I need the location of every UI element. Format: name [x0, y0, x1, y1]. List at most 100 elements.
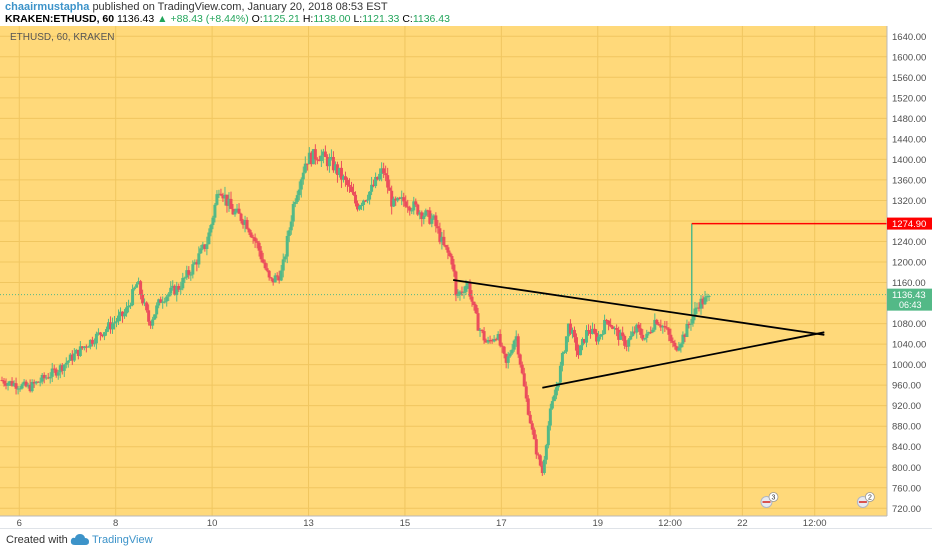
candle-down [609, 324, 613, 327]
candle-up [496, 334, 500, 340]
candle-up [613, 328, 617, 330]
candle-down [498, 334, 502, 346]
candle-down [530, 423, 534, 430]
candle-up [661, 325, 665, 328]
candle-up [478, 329, 482, 331]
candle-up [643, 337, 647, 340]
candle-down [572, 329, 576, 338]
candle-down [28, 384, 32, 392]
candle-down [568, 323, 572, 334]
candle-down [663, 325, 667, 328]
candle-down [518, 354, 522, 365]
candle-up [619, 332, 623, 340]
candle-down [416, 204, 420, 215]
candle-down [516, 336, 520, 355]
candle-down [245, 219, 249, 229]
candle-up [400, 197, 404, 199]
candle-up [175, 286, 179, 295]
candle-down [665, 327, 669, 329]
triangle-upper-trendline [453, 279, 825, 336]
candle-down [98, 332, 102, 335]
candle-up [301, 172, 305, 180]
candle-up [127, 305, 131, 308]
candle-up [157, 299, 161, 306]
candle-down [80, 346, 84, 349]
candle-up [78, 346, 82, 356]
candle-down [639, 328, 643, 335]
candle-down [356, 203, 360, 210]
candle-up [392, 198, 396, 207]
author-link[interactable]: chaairmustapha [5, 1, 90, 13]
ohlc-line: KRAKEN:ETHUSD, 60 1136.43 ▲ +88.43 (+8.4… [5, 13, 450, 25]
event-count-label: 3 [772, 495, 776, 502]
candle-down [36, 381, 40, 383]
candle-up [133, 287, 137, 290]
candle-up [283, 256, 287, 260]
time-tick-label: 13 [303, 518, 314, 528]
candle-up [466, 282, 470, 286]
candle-up [430, 218, 434, 224]
candle-up [88, 339, 92, 347]
candle-up [94, 333, 98, 344]
candle-up [560, 352, 564, 366]
candle-down [476, 313, 480, 331]
candle-down [576, 350, 580, 356]
event-count-badge [864, 492, 875, 502]
candle-down [372, 184, 376, 187]
candle-down [249, 232, 253, 238]
candle-down [187, 270, 191, 275]
price-chart[interactable]: 720.00 760.00 800.00 840.00 880.00 920.00 960.… [0, 26, 932, 529]
flag-stripe [858, 501, 867, 503]
candle-down [277, 276, 281, 281]
candle-up [12, 383, 16, 386]
candle-down [615, 328, 619, 330]
candle-up [281, 259, 285, 271]
chart-title: ETHUSD, 60, KRAKEN [10, 32, 114, 43]
candle-up [677, 347, 681, 351]
candle-down [173, 285, 177, 295]
candle-up [297, 189, 301, 196]
candle-up [183, 277, 187, 279]
candle-up [550, 401, 554, 409]
price-tick-label: 1520.00 [892, 93, 926, 104]
candle-up [227, 198, 231, 206]
candle-down [697, 307, 701, 309]
candle-up [74, 349, 78, 354]
last-price-tag [887, 288, 932, 311]
candle-down [398, 197, 402, 199]
candle-up [106, 322, 110, 330]
last-price-countdown-label: 06:43 [899, 300, 922, 310]
candle-down [657, 324, 661, 326]
candle-up [321, 151, 325, 156]
chart-area[interactable]: 720.00 760.00 800.00 840.00 880.00 920.00 960.… [0, 26, 932, 529]
candle-up [153, 314, 157, 320]
candle-up [396, 197, 400, 201]
candle-up [6, 383, 10, 386]
price-axis[interactable] [887, 26, 932, 528]
close-label: C: [402, 13, 413, 25]
change-arrow-icon: ▲ [157, 13, 168, 25]
tradingview-link[interactable]: TradingView [92, 534, 153, 546]
price-tick-label: 960.00 [892, 381, 921, 392]
candle-down [159, 299, 163, 303]
low-label: L: [353, 13, 363, 25]
price-tick-label: 1640.00 [892, 32, 926, 43]
time-axis[interactable] [0, 516, 887, 528]
candle-up [599, 334, 603, 337]
candle-down [637, 324, 641, 329]
price-tick-label: 1240.00 [892, 237, 926, 248]
candle-up [362, 200, 366, 205]
candle-down [247, 228, 251, 233]
candle-down [203, 244, 207, 250]
candle-up [191, 264, 195, 275]
candle-up [119, 311, 123, 316]
candle-up [48, 376, 52, 379]
candle-down [625, 345, 629, 347]
candle-down [354, 194, 358, 204]
candle-up [189, 274, 193, 276]
candle-down [267, 270, 271, 278]
candle-down [149, 321, 153, 326]
candle-up [693, 308, 697, 317]
candle-up [705, 296, 709, 298]
